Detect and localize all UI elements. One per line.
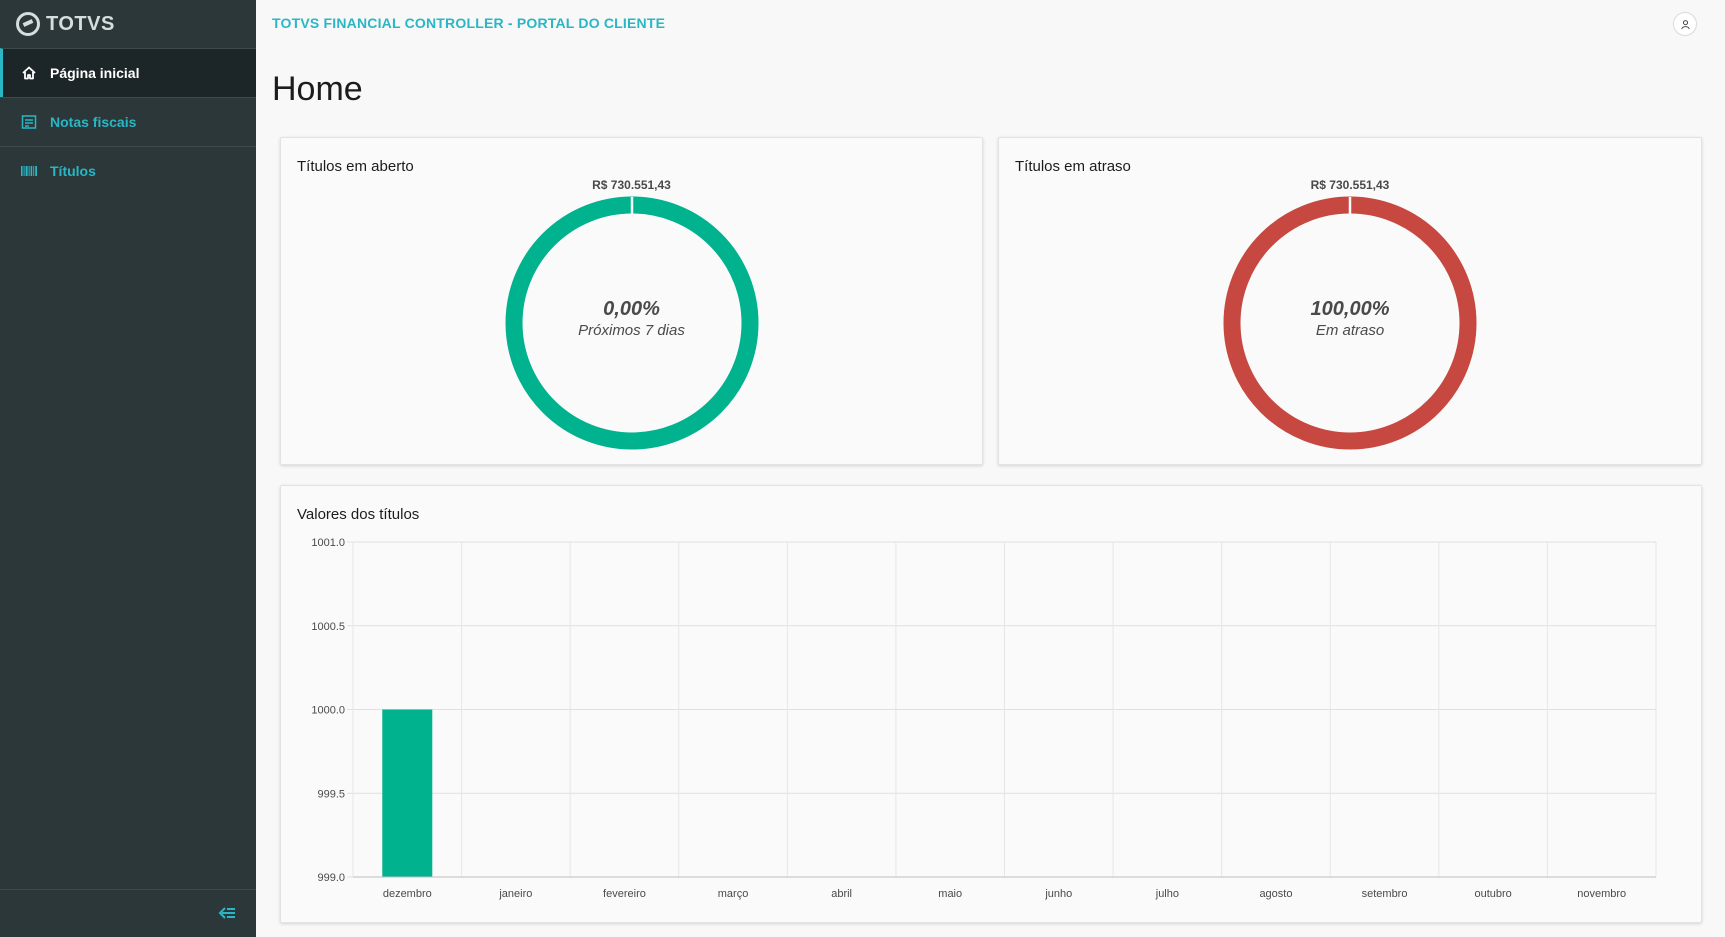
x-tick-label: abril <box>831 888 852 900</box>
y-tick-label: 999.0 <box>317 872 345 884</box>
sidebar-item-titles[interactable]: Títulos <box>0 146 256 195</box>
overdue-titles-card[interactable]: Títulos em atraso R$ 730.551,43 100,00% … <box>998 137 1702 465</box>
donut-chart[interactable] <box>1220 193 1480 453</box>
user-profile-button[interactable] <box>1673 12 1697 36</box>
donut-amount-label: R$ 730.551,43 <box>1310 178 1390 192</box>
sidebar-footer <box>0 889 256 937</box>
x-tick-label: maio <box>938 888 962 900</box>
sidebar-item-label: Página inicial <box>50 65 140 81</box>
sidebar-item-label: Notas fiscais <box>50 114 137 130</box>
totvs-logo-icon <box>16 12 40 36</box>
sidebar-item-label: Títulos <box>50 163 96 179</box>
values-chart-card: Valores dos títulos 1001.0 1000.5 1000.0 99… <box>280 485 1702 923</box>
collapse-menu-icon[interactable] <box>216 902 238 924</box>
x-tick-label: fevereiro <box>603 888 646 900</box>
user-icon <box>1680 19 1690 29</box>
donut-amount-label: R$ 730.551,43 <box>592 178 671 192</box>
page-title: Home <box>272 70 363 108</box>
home-icon <box>20 64 38 82</box>
y-tick-label: 999.5 <box>317 788 345 800</box>
x-tick-label: junho <box>1044 888 1072 900</box>
chart-bar[interactable] <box>382 709 433 878</box>
x-tick-label: agosto <box>1259 888 1292 900</box>
card-title: Títulos em aberto <box>297 158 414 175</box>
donut-caption: Em atraso <box>1315 322 1385 339</box>
top-bar: TOTVS FINANCIAL CONTROLLER - PORTAL DO C… <box>256 0 1725 48</box>
sidebar-item-home[interactable]: Página inicial <box>0 48 256 97</box>
x-tick-label: janeiro <box>498 888 532 900</box>
brand-name: TOTVS <box>46 12 115 35</box>
open-titles-donut: R$ 730.551,43 0,00% Próximos 7 dias <box>502 138 762 466</box>
x-tick-label: julho <box>1155 888 1179 900</box>
sidebar: TOTVS Página inicial Notas fiscais Títul… <box>0 0 256 937</box>
donut-chart[interactable] <box>502 193 762 453</box>
open-titles-card[interactable]: Títulos em aberto R$ 730.551,43 0,00% Pr… <box>280 137 983 465</box>
x-tick-label: dezembro <box>383 888 432 900</box>
card-title: Valores dos títulos <box>297 506 420 523</box>
x-tick-label: outubro <box>1474 888 1511 900</box>
overdue-titles-donut: R$ 730.551,43 100,00% Em atraso <box>1220 138 1480 466</box>
app-title: TOTVS FINANCIAL CONTROLLER - PORTAL DO C… <box>272 15 666 31</box>
barcode-icon <box>20 162 38 180</box>
donut-percent: 0,00% <box>603 298 660 320</box>
bar-chart[interactable]: 1001.0 1000.5 1000.0 999.5 999.0 dezembro jane… <box>281 486 1703 924</box>
donut-caption: Próximos 7 dias <box>578 322 685 339</box>
card-title: Títulos em atraso <box>1015 158 1131 175</box>
sidebar-item-invoices[interactable]: Notas fiscais <box>0 97 256 146</box>
x-tick-label: novembro <box>1577 888 1626 900</box>
x-tick-label: março <box>718 888 749 900</box>
y-tick-label: 1000.5 <box>311 621 345 633</box>
donut-percent: 100,00% <box>1310 298 1390 320</box>
y-tick-label: 1001.0 <box>311 537 345 549</box>
x-tick-label: setembro <box>1362 888 1408 900</box>
receipt-icon <box>20 113 38 131</box>
y-tick-label: 1000.0 <box>311 705 345 717</box>
brand-logo[interactable]: TOTVS <box>0 0 256 48</box>
